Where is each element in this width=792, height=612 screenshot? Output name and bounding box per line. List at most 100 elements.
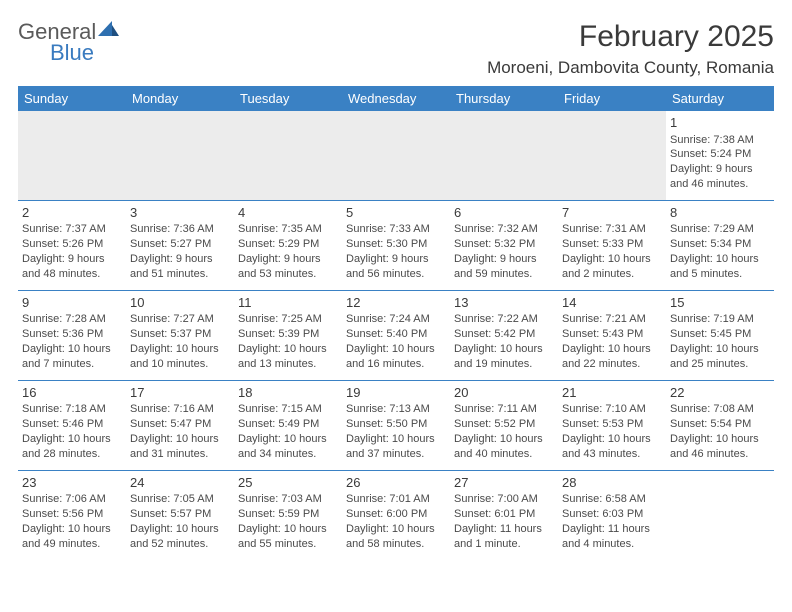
sunset-text: Sunset: 5:54 PM	[670, 417, 770, 432]
sunrise-text: Sunrise: 7:35 AM	[238, 222, 338, 237]
day-number: 27	[454, 474, 554, 492]
daylight-text: and 7 minutes.	[22, 357, 122, 372]
daylight-text: Daylight: 10 hours	[454, 432, 554, 447]
sunrise-text: Sunrise: 7:16 AM	[130, 402, 230, 417]
day-number: 1	[670, 114, 770, 132]
day-number: 5	[346, 204, 446, 222]
daylight-text: and 58 minutes.	[346, 537, 446, 552]
day-cell: 9Sunrise: 7:28 AMSunset: 5:36 PMDaylight…	[18, 290, 126, 380]
week-row: 9Sunrise: 7:28 AMSunset: 5:36 PMDaylight…	[18, 290, 774, 380]
daylight-text: Daylight: 10 hours	[670, 432, 770, 447]
daylight-text: and 4 minutes.	[562, 537, 662, 552]
daylight-text: and 51 minutes.	[130, 267, 230, 282]
sunrise-text: Sunrise: 7:18 AM	[22, 402, 122, 417]
daylight-text: Daylight: 10 hours	[562, 252, 662, 267]
sunset-text: Sunset: 5:53 PM	[562, 417, 662, 432]
daylight-text: Daylight: 10 hours	[562, 342, 662, 357]
sunrise-text: Sunrise: 7:28 AM	[22, 312, 122, 327]
sunset-text: Sunset: 5:40 PM	[346, 327, 446, 342]
daylight-text: and 22 minutes.	[562, 357, 662, 372]
sunset-text: Sunset: 5:39 PM	[238, 327, 338, 342]
daylight-text: Daylight: 10 hours	[454, 342, 554, 357]
day-cell: 3Sunrise: 7:36 AMSunset: 5:27 PMDaylight…	[126, 200, 234, 290]
day-cell: 1Sunrise: 7:38 AMSunset: 5:24 PMDaylight…	[666, 111, 774, 200]
day-cell: 13Sunrise: 7:22 AMSunset: 5:42 PMDayligh…	[450, 290, 558, 380]
sunset-text: Sunset: 5:33 PM	[562, 237, 662, 252]
sunrise-text: Sunrise: 7:05 AM	[130, 492, 230, 507]
day-number: 25	[238, 474, 338, 492]
daylight-text: and 56 minutes.	[346, 267, 446, 282]
sunrise-text: Sunrise: 7:22 AM	[454, 312, 554, 327]
daylight-text: Daylight: 10 hours	[130, 342, 230, 357]
week-row: 2Sunrise: 7:37 AMSunset: 5:26 PMDaylight…	[18, 200, 774, 290]
daylight-text: and 28 minutes.	[22, 447, 122, 462]
sunset-text: Sunset: 5:45 PM	[670, 327, 770, 342]
title-block: February 2025 Moroeni, Dambovita County,…	[487, 20, 774, 78]
location-subtitle: Moroeni, Dambovita County, Romania	[487, 58, 774, 78]
day-header-row: Sunday Monday Tuesday Wednesday Thursday…	[18, 86, 774, 111]
sunrise-text: Sunrise: 6:58 AM	[562, 492, 662, 507]
day-cell: 2Sunrise: 7:37 AMSunset: 5:26 PMDaylight…	[18, 200, 126, 290]
sunset-text: Sunset: 5:56 PM	[22, 507, 122, 522]
sunrise-text: Sunrise: 7:37 AM	[22, 222, 122, 237]
daylight-text: Daylight: 9 hours	[670, 162, 770, 177]
daylight-text: Daylight: 9 hours	[346, 252, 446, 267]
sunset-text: Sunset: 5:27 PM	[130, 237, 230, 252]
daylight-text: Daylight: 10 hours	[562, 432, 662, 447]
daylight-text: Daylight: 10 hours	[346, 342, 446, 357]
sunrise-text: Sunrise: 7:11 AM	[454, 402, 554, 417]
day-header-mon: Monday	[126, 86, 234, 111]
week-row: 16Sunrise: 7:18 AMSunset: 5:46 PMDayligh…	[18, 380, 774, 470]
day-cell: 19Sunrise: 7:13 AMSunset: 5:50 PMDayligh…	[342, 380, 450, 470]
logo-sail-icon	[98, 21, 120, 44]
day-number: 19	[346, 384, 446, 402]
sunset-text: Sunset: 5:29 PM	[238, 237, 338, 252]
week-row: 23Sunrise: 7:06 AMSunset: 5:56 PMDayligh…	[18, 470, 774, 559]
logo: General Blue	[18, 20, 120, 64]
day-number: 8	[670, 204, 770, 222]
daylight-text: and 53 minutes.	[238, 267, 338, 282]
daylight-text: Daylight: 10 hours	[238, 342, 338, 357]
daylight-text: and 49 minutes.	[22, 537, 122, 552]
sunset-text: Sunset: 5:49 PM	[238, 417, 338, 432]
sunrise-text: Sunrise: 7:38 AM	[670, 133, 770, 148]
day-cell	[234, 111, 342, 200]
daylight-text: and 55 minutes.	[238, 537, 338, 552]
day-cell: 5Sunrise: 7:33 AMSunset: 5:30 PMDaylight…	[342, 200, 450, 290]
day-cell: 15Sunrise: 7:19 AMSunset: 5:45 PMDayligh…	[666, 290, 774, 380]
logo-text-block: General Blue	[18, 21, 120, 64]
page-title: February 2025	[487, 20, 774, 54]
sunset-text: Sunset: 6:01 PM	[454, 507, 554, 522]
sunrise-text: Sunrise: 7:24 AM	[346, 312, 446, 327]
day-cell: 16Sunrise: 7:18 AMSunset: 5:46 PMDayligh…	[18, 380, 126, 470]
daylight-text: Daylight: 9 hours	[238, 252, 338, 267]
sunrise-text: Sunrise: 7:19 AM	[670, 312, 770, 327]
sunrise-text: Sunrise: 7:31 AM	[562, 222, 662, 237]
day-header-thu: Thursday	[450, 86, 558, 111]
day-cell: 21Sunrise: 7:10 AMSunset: 5:53 PMDayligh…	[558, 380, 666, 470]
sunset-text: Sunset: 5:26 PM	[22, 237, 122, 252]
sunrise-text: Sunrise: 7:10 AM	[562, 402, 662, 417]
daylight-text: and 37 minutes.	[346, 447, 446, 462]
day-cell: 4Sunrise: 7:35 AMSunset: 5:29 PMDaylight…	[234, 200, 342, 290]
daylight-text: Daylight: 9 hours	[130, 252, 230, 267]
sunset-text: Sunset: 6:03 PM	[562, 507, 662, 522]
day-number: 20	[454, 384, 554, 402]
day-header-sun: Sunday	[18, 86, 126, 111]
sunset-text: Sunset: 6:00 PM	[346, 507, 446, 522]
day-cell: 12Sunrise: 7:24 AMSunset: 5:40 PMDayligh…	[342, 290, 450, 380]
day-number: 22	[670, 384, 770, 402]
daylight-text: and 5 minutes.	[670, 267, 770, 282]
sunrise-text: Sunrise: 7:08 AM	[670, 402, 770, 417]
daylight-text: Daylight: 11 hours	[562, 522, 662, 537]
day-cell: 6Sunrise: 7:32 AMSunset: 5:32 PMDaylight…	[450, 200, 558, 290]
daylight-text: and 2 minutes.	[562, 267, 662, 282]
daylight-text: and 25 minutes.	[670, 357, 770, 372]
daylight-text: and 13 minutes.	[238, 357, 338, 372]
day-number: 10	[130, 294, 230, 312]
day-cell: 17Sunrise: 7:16 AMSunset: 5:47 PMDayligh…	[126, 380, 234, 470]
sunrise-text: Sunrise: 7:36 AM	[130, 222, 230, 237]
day-number: 6	[454, 204, 554, 222]
sunset-text: Sunset: 5:57 PM	[130, 507, 230, 522]
day-number: 17	[130, 384, 230, 402]
